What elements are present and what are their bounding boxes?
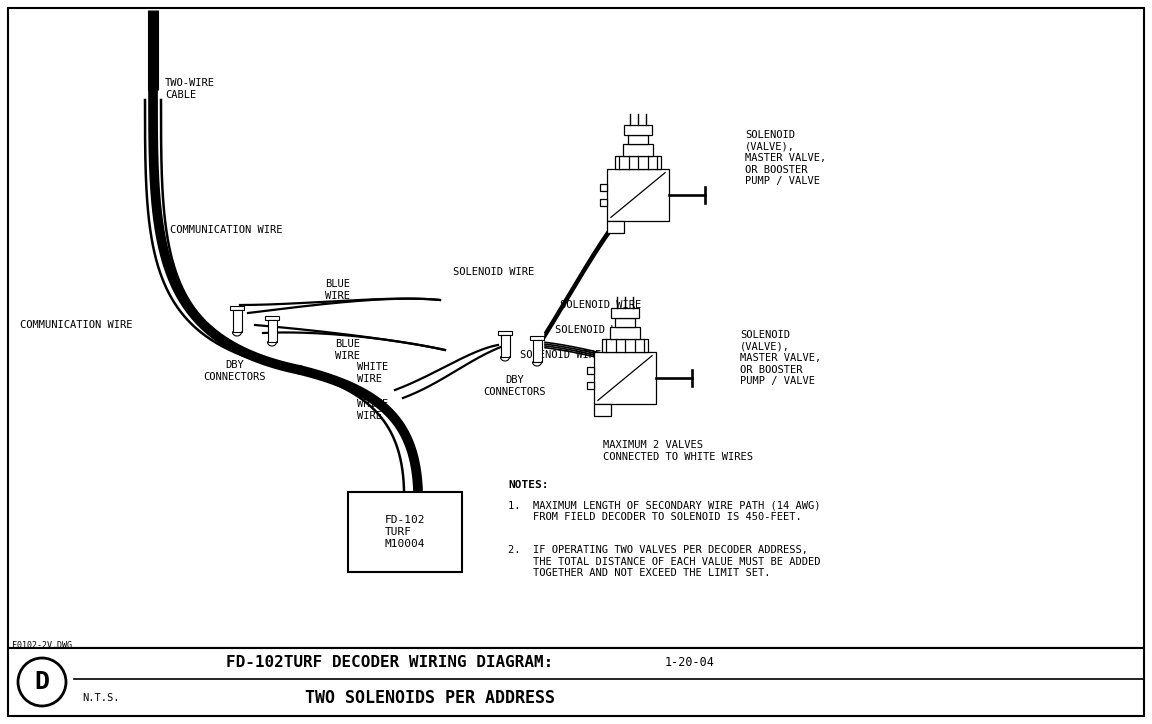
Bar [600, 184, 607, 190]
Bar [602, 339, 647, 352]
Text: MAXIMUM 2 VALVES
CONNECTED TO WHITE WIRES: MAXIMUM 2 VALVES CONNECTED TO WHITE WIRE… [602, 440, 753, 462]
Text: TWO-WIRE
CABLE: TWO-WIRE CABLE [165, 78, 215, 100]
Text: DBY
CONNECTORS: DBY CONNECTORS [484, 375, 546, 397]
Bar [614, 318, 636, 327]
Bar [530, 336, 544, 340]
Bar [532, 340, 541, 362]
Bar [607, 221, 624, 232]
Bar [611, 308, 639, 318]
Text: F0102-2V.DWG: F0102-2V.DWG [12, 641, 71, 650]
Text: DBY
CONNECTORS: DBY CONNECTORS [204, 360, 266, 382]
Bar [8, 648, 1144, 716]
Bar [8, 8, 1144, 648]
Text: SOLENOID WIRE: SOLENOID WIRE [453, 267, 535, 277]
Bar [609, 327, 641, 339]
Text: 2.  IF OPERATING TWO VALVES PER DECODER ADDRESS,
    THE TOTAL DISTANCE OF EACH : 2. IF OPERATING TWO VALVES PER DECODER A… [508, 545, 820, 578]
Bar [594, 404, 612, 416]
Bar [500, 335, 509, 357]
Bar [594, 352, 655, 404]
Bar [615, 156, 661, 169]
Text: BLUE
WIRE: BLUE WIRE [325, 279, 350, 300]
Bar [588, 367, 594, 374]
Text: NOTES:: NOTES: [508, 480, 548, 490]
Text: D: D [35, 670, 50, 694]
Text: COMMUNICATION WIRE: COMMUNICATION WIRE [20, 320, 132, 330]
Text: COMMUNICATION WIRE: COMMUNICATION WIRE [170, 225, 282, 235]
Bar [600, 199, 607, 206]
Text: FD-102
TURF
M10004: FD-102 TURF M10004 [385, 515, 425, 549]
Bar [230, 306, 244, 310]
Bar [498, 331, 511, 335]
Bar [623, 144, 653, 156]
Text: FD-102TURF DECODER WIRING DIAGRAM:: FD-102TURF DECODER WIRING DIAGRAM: [227, 655, 554, 670]
Text: SOLENOID WIRE: SOLENOID WIRE [555, 325, 636, 335]
Bar [233, 310, 242, 332]
Bar [628, 135, 649, 144]
Text: SOLENOID WIRE: SOLENOID WIRE [520, 350, 601, 360]
Text: WHITE
WIRE: WHITE WIRE [357, 362, 388, 384]
Text: 1-20-04: 1-20-04 [665, 657, 715, 670]
Circle shape [18, 658, 66, 706]
Bar [265, 316, 279, 320]
Text: 1.  MAXIMUM LENGTH OF SECONDARY WIRE PATH (14 AWG)
    FROM FIELD DECODER TO SOL: 1. MAXIMUM LENGTH OF SECONDARY WIRE PATH… [508, 500, 820, 521]
Text: SOLENOID
(VALVE),
MASTER VALVE,
OR BOOSTER
PUMP / VALVE: SOLENOID (VALVE), MASTER VALVE, OR BOOST… [740, 330, 821, 387]
Text: TWO SOLENOIDS PER ADDRESS: TWO SOLENOIDS PER ADDRESS [305, 689, 555, 707]
Bar [267, 320, 276, 342]
Bar [607, 169, 669, 221]
Text: SOLENOID
(VALVE),
MASTER VALVE,
OR BOOSTER
PUMP / VALVE: SOLENOID (VALVE), MASTER VALVE, OR BOOST… [745, 130, 826, 186]
Bar [623, 125, 652, 135]
Text: WHITE
WIRE: WHITE WIRE [357, 399, 388, 421]
Bar [348, 492, 462, 572]
Text: SOLENOID WIRE: SOLENOID WIRE [560, 300, 642, 310]
Bar [8, 8, 1144, 648]
Text: N.T.S.: N.T.S. [82, 694, 120, 703]
Bar [588, 382, 594, 389]
Text: BLUE
WIRE: BLUE WIRE [335, 340, 359, 361]
